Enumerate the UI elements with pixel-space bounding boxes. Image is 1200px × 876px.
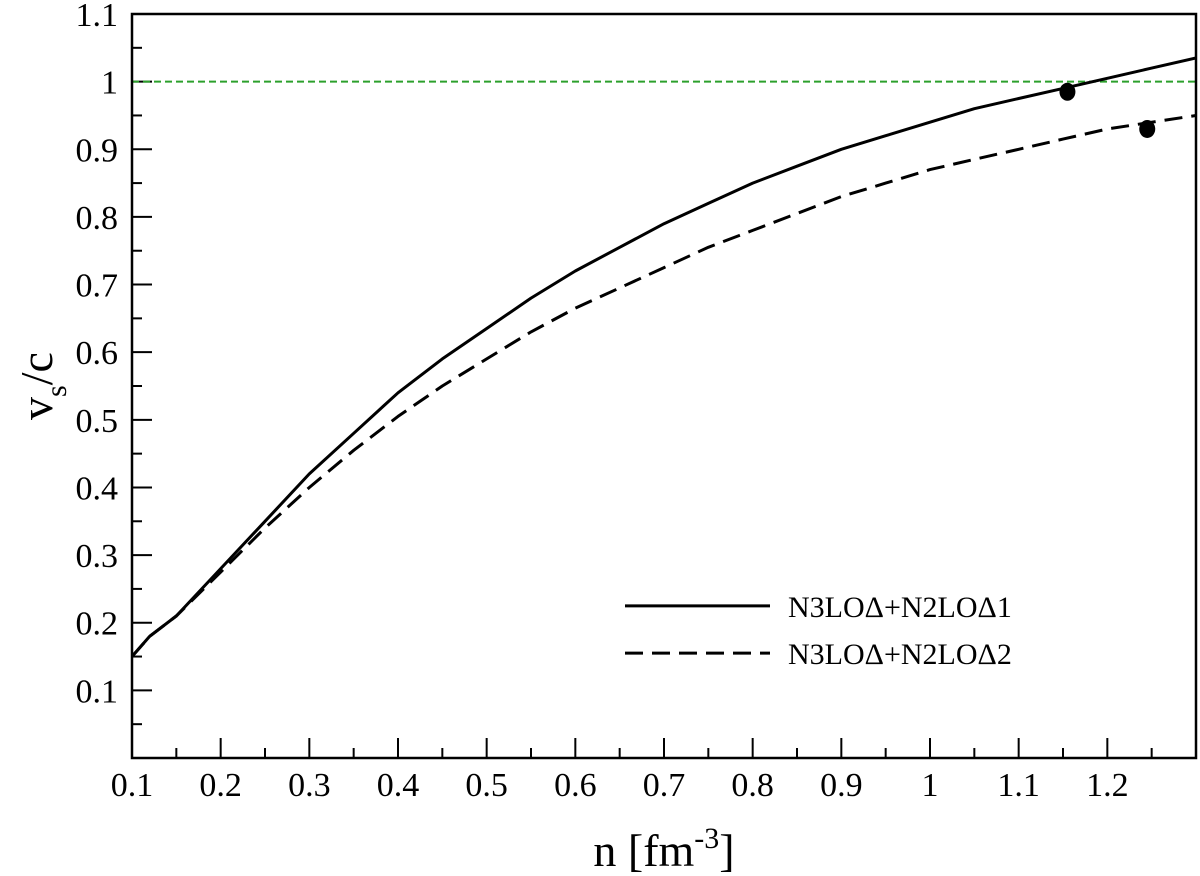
series-group (132, 56, 1196, 658)
x-tick-label: 0.5 (465, 767, 508, 804)
plot-frame (130, 12, 1198, 760)
x-tick-label: 0.6 (554, 767, 597, 804)
y-tick-label: 0.1 (76, 673, 119, 710)
x-tick-label: 0.3 (288, 767, 331, 804)
y-tick-label: 0.4 (76, 470, 119, 507)
legend-label: N3LOΔ+N2LOΔ1 (788, 591, 1012, 624)
x-tick-label: 0.4 (377, 767, 420, 804)
legend-label: N3LOΔ+N2LOΔ2 (788, 638, 1012, 671)
x-axis-title-tail: ] (719, 825, 734, 876)
data-marker (1059, 82, 1076, 101)
y-tick-label: 0.7 (76, 268, 119, 305)
y-tick-label: 0.8 (76, 200, 119, 237)
legend: N3LOΔ+N2LOΔ1 N3LOΔ+N2LOΔ2 (625, 591, 1012, 671)
x-axis-title-main: n [fm (593, 825, 694, 876)
y-axis-title-tail: /c (11, 352, 62, 385)
series-line-solid (132, 56, 1196, 658)
y-axis-title-sub: s (40, 385, 73, 397)
markers-group (1059, 82, 1156, 138)
x-tick-label: 0.1 (111, 767, 154, 804)
series-line-dashed (132, 114, 1196, 658)
x-tick-label: 1.1 (997, 767, 1040, 804)
x-tick-label: 1 (922, 767, 939, 804)
x-tick-label: 1.2 (1086, 767, 1129, 804)
x-tick-label: 0.2 (199, 767, 242, 804)
y-tick-label: 0.5 (76, 403, 119, 440)
y-axis-title-main: v (11, 397, 62, 420)
y-tick-label: 0.3 (76, 538, 119, 575)
data-marker (1139, 119, 1156, 138)
x-tick-label: 0.9 (820, 767, 863, 804)
x-axis-title-sup: -3 (694, 822, 719, 855)
y-tick-label: 0.2 (76, 606, 119, 643)
x-tick-label: 0.8 (731, 767, 774, 804)
y-tick-label: 1 (101, 65, 118, 102)
y-tick-label: 0.6 (76, 335, 119, 372)
x-tick-label: 0.7 (643, 767, 686, 804)
y-tick-label: 1.1 (76, 0, 119, 34)
x-axis-title: n [fm-3] (593, 822, 734, 876)
y-axis-title: vs/c (11, 352, 73, 420)
ticks: 0.1 0.2 0.3 0.4 0.5 0.6 0.7 0.8 0.9 1 1.1 1.2 0.1 0.2… (76, 0, 1197, 804)
y-tick-label: 0.9 (76, 132, 119, 169)
